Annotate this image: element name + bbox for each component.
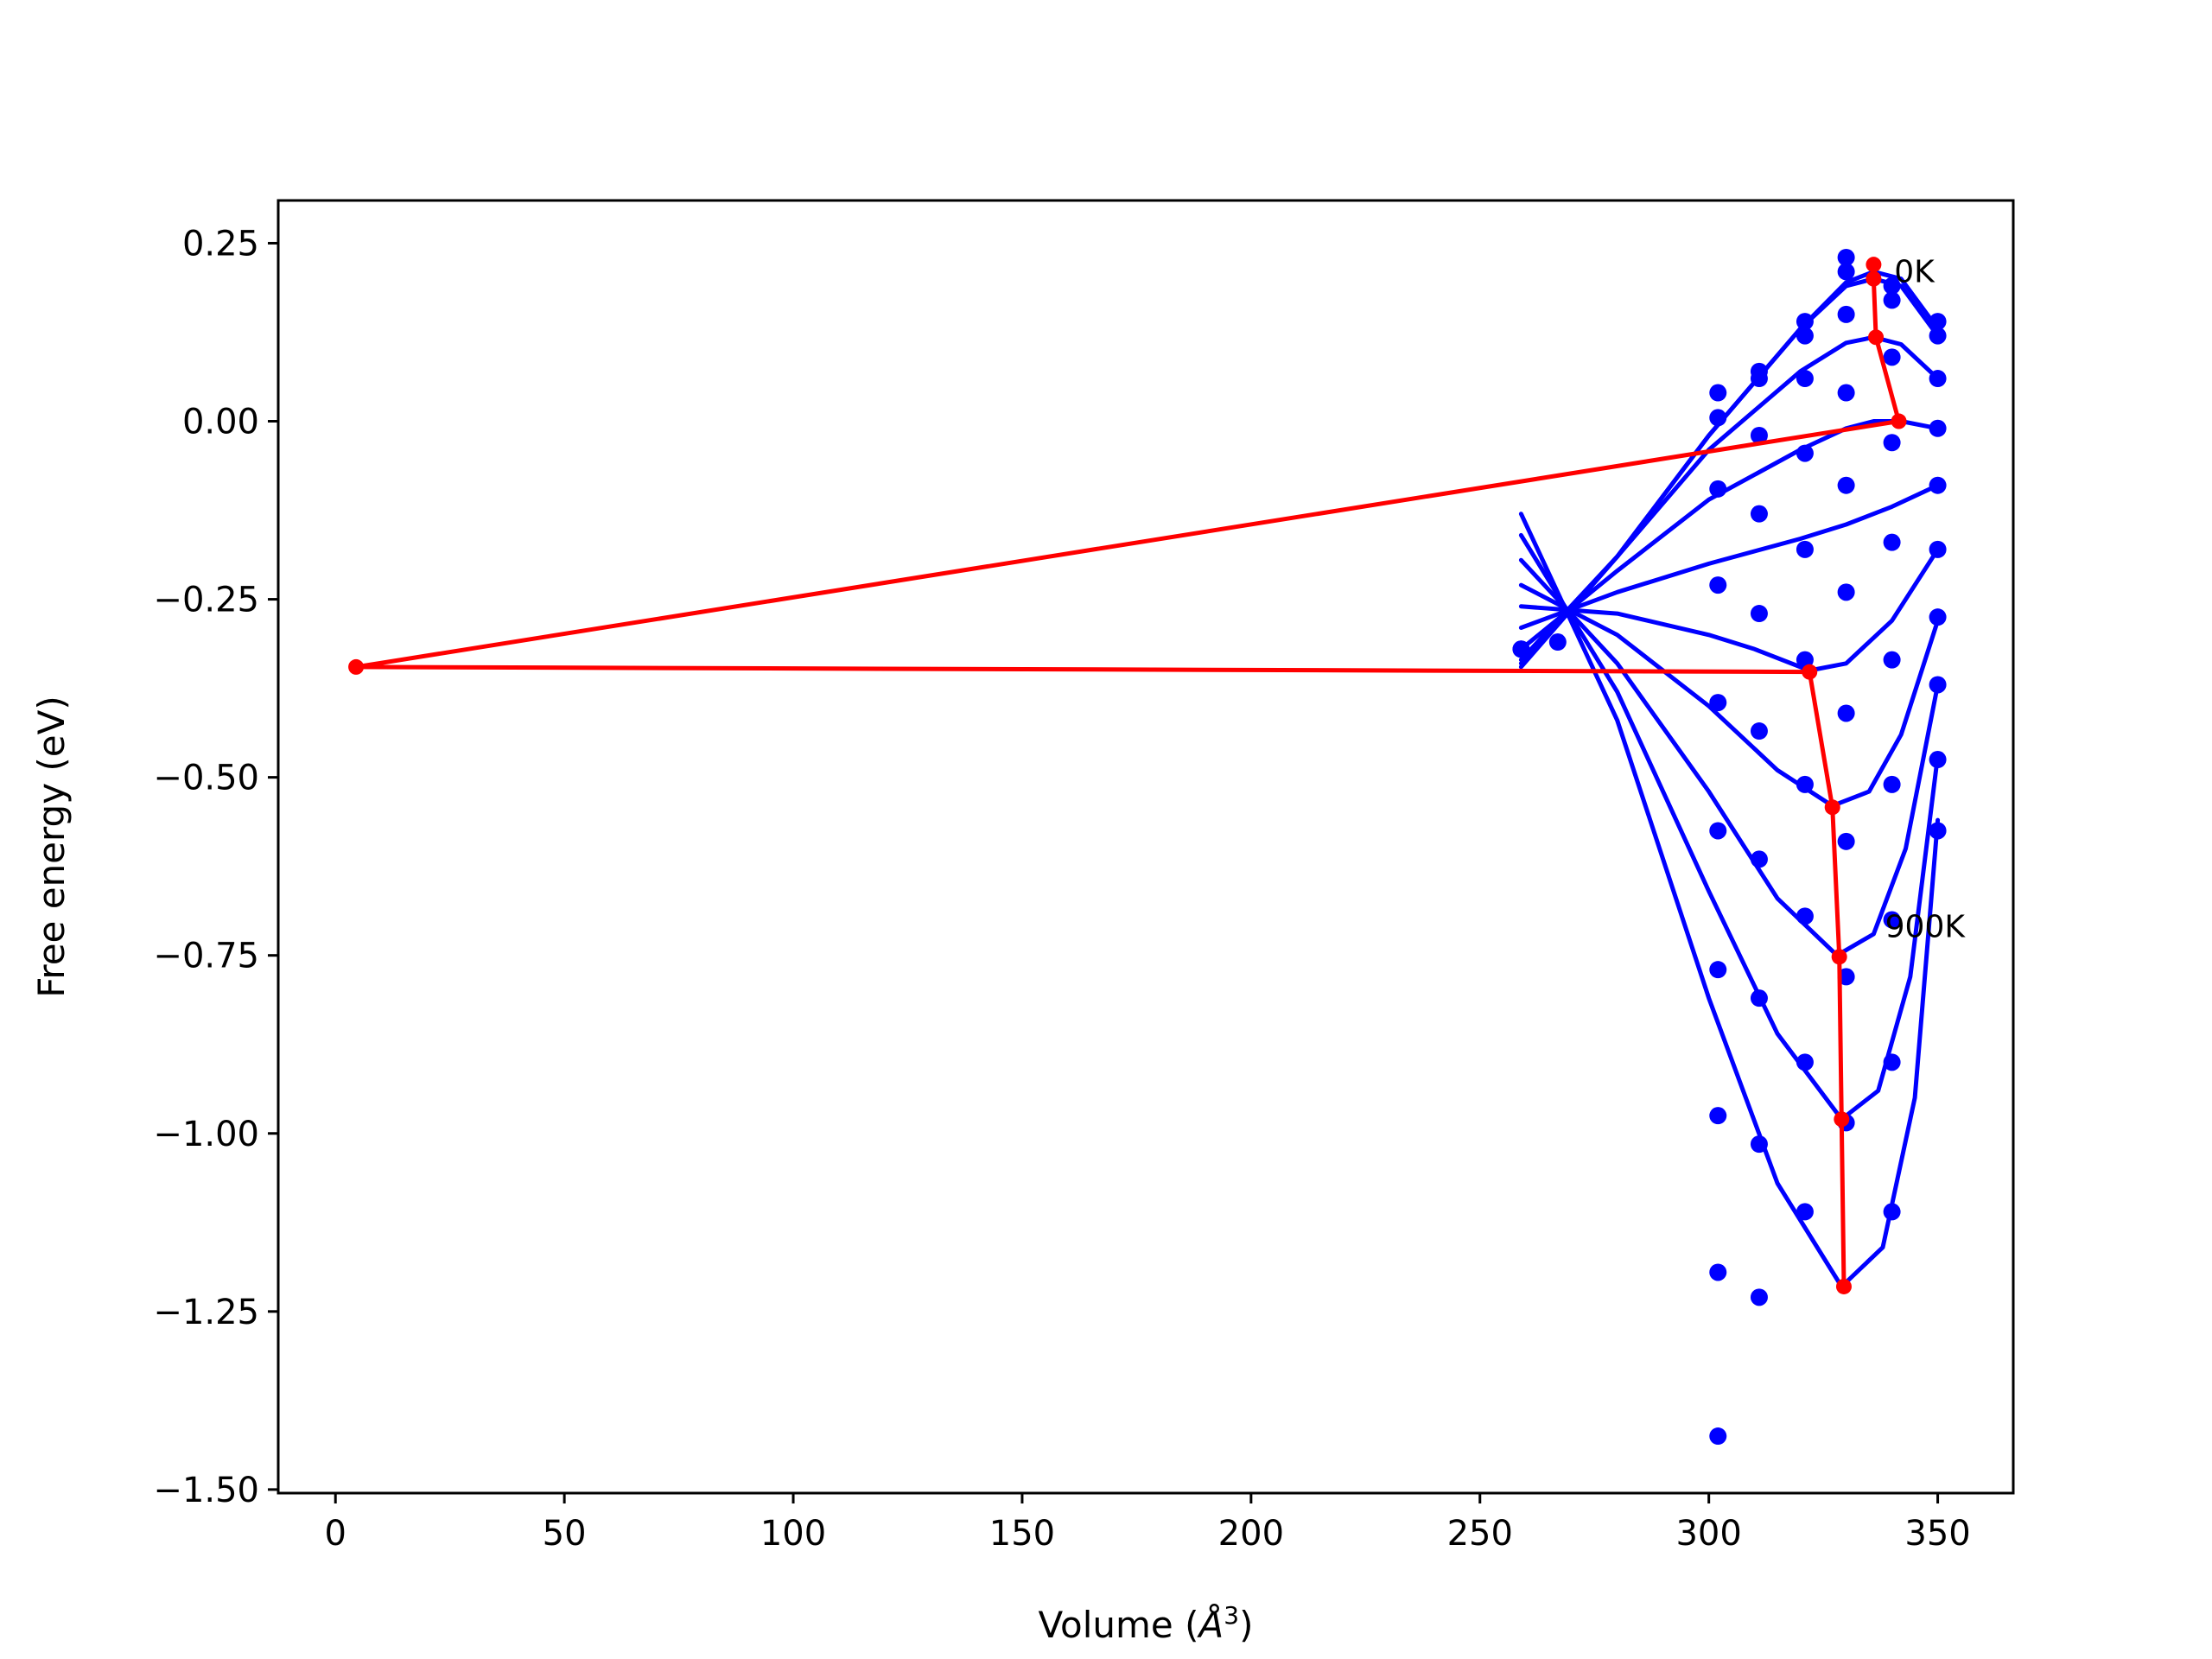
data-point [1883,348,1901,366]
x-tick-label: 50 [543,1514,587,1554]
minimum-point [1802,664,1818,680]
y-axis: 0.25 0.00 −0.25 −0.50 −0.75 −1.00 −1.25 −1.50 [153,224,278,1510]
curve-annotation: 900K [1885,910,1967,945]
series-line [1518,532,1941,1122]
data-point [1709,822,1727,840]
data-point [1837,476,1855,494]
y-tick-label: 0.25 [182,224,259,264]
data-point [1883,533,1901,551]
data-point [1883,775,1901,793]
series-layer [348,248,1947,1446]
x-tick-label: 200 [1218,1514,1284,1554]
data-point [1837,832,1855,850]
data-point [1796,370,1814,388]
series-line [1518,547,1941,673]
data-point [1883,291,1901,309]
data-point [1883,434,1901,452]
y-tick-label: −0.50 [153,759,259,798]
minimum-point [1868,329,1885,346]
series-line [353,262,1901,1289]
data-point [1837,968,1855,986]
data-point [1709,694,1727,712]
data-point [1709,384,1727,402]
data-point [1548,633,1567,652]
data-point [1837,583,1855,601]
data-point [1709,1107,1727,1125]
minimum-point [1891,413,1907,429]
x-tick-label: 100 [760,1514,826,1554]
x-tick-label: 150 [989,1514,1055,1554]
minimum-point [1866,270,1882,287]
data-point [1750,605,1768,623]
minimum-point [1824,799,1840,816]
y-tick-label: −1.50 [153,1471,259,1510]
series-line [1518,512,1941,1289]
data-point [1837,704,1855,722]
data-point [1837,248,1855,266]
curve-annotation: 0K [1894,254,1936,289]
series-line [1518,582,1941,809]
x-tick-label: 300 [1675,1514,1741,1554]
data-point [1883,911,1901,929]
data-point [1750,1288,1768,1306]
minimum-point [1834,1111,1850,1128]
plot-frame [276,199,2015,1495]
minimum-point [1866,257,1882,273]
minimum-point [1831,949,1847,965]
data-point [1709,1263,1727,1281]
data-point [1750,505,1768,523]
data-point [1883,651,1901,669]
data-point [1709,961,1727,979]
data-point [1837,384,1855,402]
data-point [1837,263,1855,281]
data-point [1929,608,1947,626]
minimum-point [1835,1278,1852,1294]
annotation-layer: 0K 900K [1885,254,1967,944]
y-tick-label: −1.25 [153,1293,259,1332]
data-point [1796,651,1814,669]
minimum-point [348,658,365,675]
y-tick-label: 0.00 [182,403,259,442]
data-point [1750,722,1768,741]
data-point [1709,576,1727,594]
data-point [1796,1203,1814,1221]
y-tick-label: −1.00 [153,1115,259,1154]
series-line [1518,334,1941,663]
data-point [1709,1427,1727,1446]
data-point [1837,305,1855,323]
data-point [1750,427,1768,444]
x-tick-label: 350 [1904,1514,1970,1554]
x-tick-label: 0 [325,1514,346,1554]
y-tick-label: −0.75 [153,937,259,976]
x-axis: 0 50 100 150 200 250 300 350 [325,1493,1971,1554]
x-tick-label: 250 [1447,1514,1513,1554]
data-point [1796,540,1814,558]
y-tick-label: −0.25 [153,581,259,620]
x-axis-label: Volume (Å3) [1039,1601,1254,1646]
series-line [1518,483,1941,630]
series-line [1518,557,1941,958]
y-axis-label: Free energy (eV) [30,696,73,998]
